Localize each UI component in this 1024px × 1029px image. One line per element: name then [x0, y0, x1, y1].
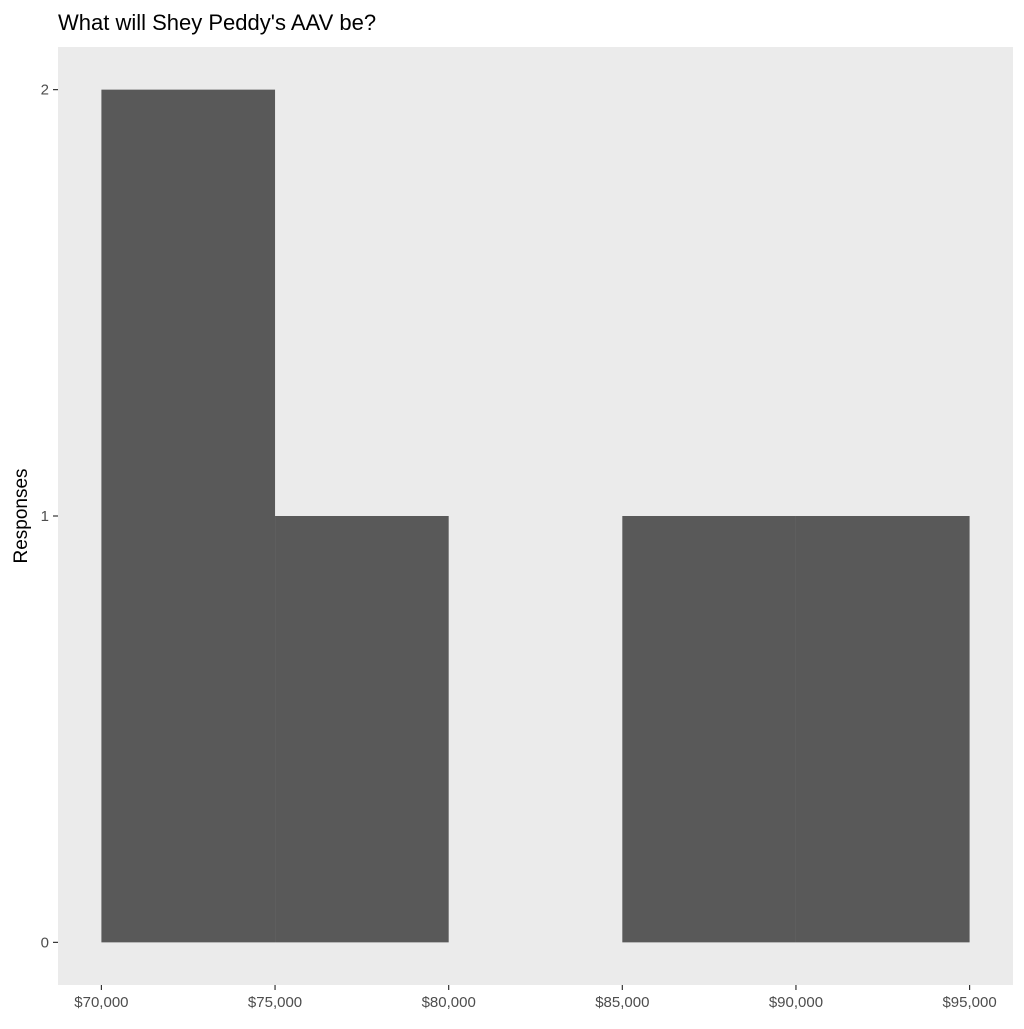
x-tick-label: $70,000 — [74, 994, 128, 1011]
histogram-bar-1 — [275, 516, 449, 943]
x-tick-label: $80,000 — [422, 994, 476, 1011]
y-tick-label: 1 — [41, 508, 49, 525]
x-tick-label: $75,000 — [248, 994, 302, 1011]
histogram-bar-3 — [622, 516, 796, 943]
x-tick-label: $95,000 — [942, 994, 996, 1011]
y-tick-label: 2 — [41, 82, 49, 99]
x-tick-label: $90,000 — [769, 994, 823, 1011]
histogram-bar-4 — [795, 516, 970, 943]
chart-title: What will Shey Peddy's AAV be? — [58, 10, 376, 35]
histogram-bar-0 — [101, 89, 276, 943]
y-tick-label: 0 — [41, 934, 49, 951]
y-axis-label: Responses — [11, 468, 32, 563]
x-tick-label: $85,000 — [595, 994, 649, 1011]
